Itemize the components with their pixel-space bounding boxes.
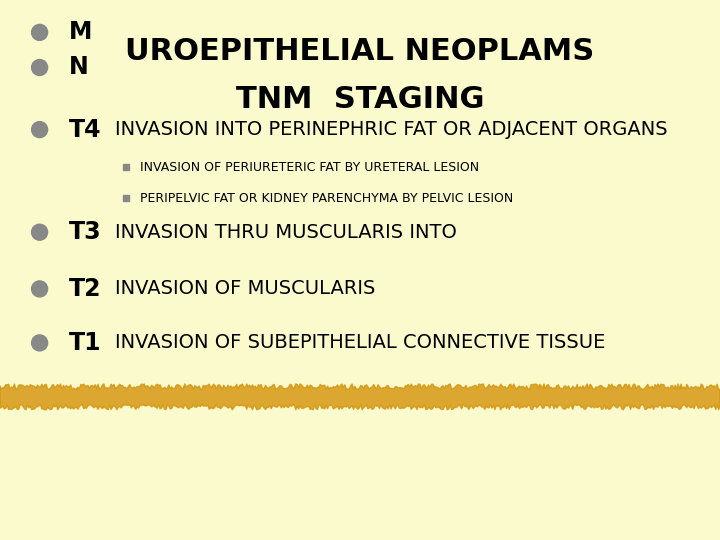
Text: TNM  STAGING: TNM STAGING <box>235 85 485 114</box>
Text: T2: T2 <box>68 277 101 301</box>
Text: N: N <box>68 56 88 79</box>
Text: INVASION OF SUBEPITHELIAL CONNECTIVE TISSUE: INVASION OF SUBEPITHELIAL CONNECTIVE TIS… <box>115 333 606 353</box>
Circle shape <box>32 224 48 240</box>
Text: INVASION INTO PERINEPHRIC FAT OR ADJACENT ORGANS: INVASION INTO PERINEPHRIC FAT OR ADJACEN… <box>115 120 668 139</box>
Circle shape <box>32 122 48 138</box>
Text: T1: T1 <box>68 331 101 355</box>
Circle shape <box>32 281 48 297</box>
Text: UROEPITHELIAL NEOPLAMS: UROEPITHELIAL NEOPLAMS <box>125 37 595 66</box>
Text: INVASION OF PERIURETERIC FAT BY URETERAL LESION: INVASION OF PERIURETERIC FAT BY URETERAL… <box>140 161 480 174</box>
Text: PERIPELVIC FAT OR KIDNEY PARENCHYMA BY PELVIC LESION: PERIPELVIC FAT OR KIDNEY PARENCHYMA BY P… <box>140 192 513 205</box>
Text: M: M <box>68 21 91 44</box>
Text: T3: T3 <box>68 220 101 244</box>
Bar <box>123 195 129 201</box>
Circle shape <box>32 59 48 76</box>
Text: INVASION OF MUSCULARIS: INVASION OF MUSCULARIS <box>115 279 376 299</box>
Text: T4: T4 <box>68 118 101 141</box>
Bar <box>123 164 129 171</box>
Circle shape <box>32 335 48 351</box>
Text: INVASION THRU MUSCULARIS INTO: INVASION THRU MUSCULARIS INTO <box>115 222 457 242</box>
Circle shape <box>32 24 48 40</box>
